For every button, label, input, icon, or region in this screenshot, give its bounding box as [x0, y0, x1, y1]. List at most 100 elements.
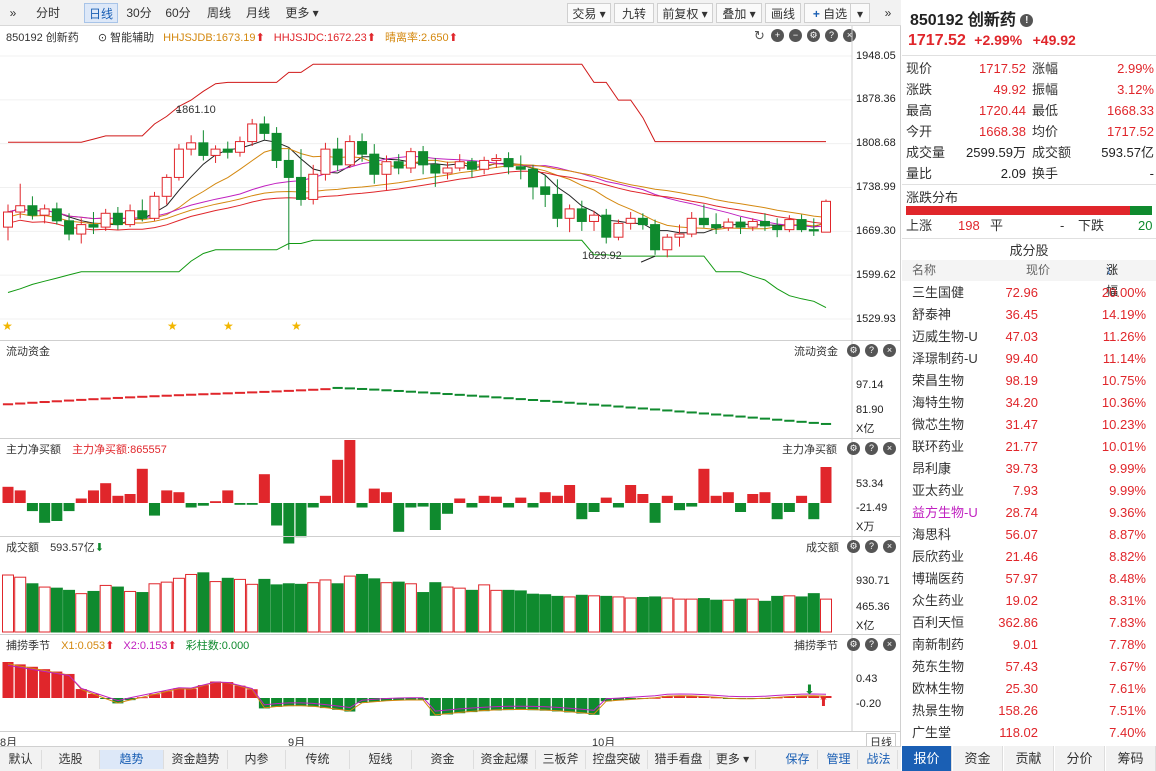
help-icon[interactable]: ?	[865, 344, 878, 357]
volume-bar	[429, 582, 442, 633]
tab-price-dist[interactable]: 分价	[1055, 746, 1105, 771]
zoom-out-icon[interactable]: −	[789, 29, 802, 42]
chart-canvas[interactable]	[0, 26, 901, 746]
tab-contribution[interactable]: 贡献	[1004, 746, 1054, 771]
high-label: 1861.10	[176, 104, 216, 116]
settings-icon[interactable]: ⚙	[847, 442, 860, 455]
netbuy-bar	[2, 486, 14, 503]
tab-traditional[interactable]: 传统	[286, 750, 350, 769]
stock-row[interactable]: 微芯生物 31.47 10.23%	[906, 414, 1154, 436]
collapse-icon[interactable]: »	[9, 6, 17, 20]
tab-intraday[interactable]: 分时	[35, 6, 60, 20]
tab-capital[interactable]: 资金	[953, 746, 1003, 771]
season-controls: ⚙? ×	[842, 638, 896, 652]
tab-capital[interactable]: 资金	[412, 750, 474, 769]
close-icon[interactable]: ×	[843, 29, 856, 42]
settings-icon[interactable]: ⚙	[847, 540, 860, 553]
tab-60min[interactable]: 60分	[165, 6, 191, 20]
season-bar	[319, 698, 331, 709]
stock-row[interactable]: 热景生物 158.26 7.51%	[906, 700, 1154, 722]
manage-button[interactable]: 管理	[820, 750, 858, 769]
stat-value: 49.92	[993, 82, 1026, 97]
trade-button[interactable]: 交易 ▾	[567, 3, 611, 23]
tab-more-indicators[interactable]: 更多 ▾	[710, 750, 756, 769]
assist-toggle[interactable]: ⊙ 智能辅助	[98, 32, 154, 44]
volume-bar	[783, 595, 796, 633]
col-name[interactable]: 名称	[912, 263, 937, 277]
candle-body	[39, 208, 50, 216]
stock-row[interactable]: 苑东生物 57.43 7.67%	[906, 656, 1154, 678]
adjust-button[interactable]: 前复权 ▾	[657, 3, 713, 23]
tab-three-axes[interactable]: 三板斧	[536, 750, 586, 769]
tab-daily[interactable]: 日线	[84, 3, 118, 23]
stock-row[interactable]: 博瑞医药 57.97 8.48%	[906, 568, 1154, 590]
expand-icon[interactable]: »	[884, 6, 892, 20]
tab-trend[interactable]: 趋势	[100, 750, 164, 769]
col-price[interactable]: 现价	[1026, 263, 1051, 277]
stock-row[interactable]: 辰欣药业 21.46 8.82%	[906, 546, 1154, 568]
tab-capital-burst[interactable]: 资金起爆	[474, 750, 536, 769]
close-icon[interactable]: ×	[883, 638, 896, 651]
stock-row[interactable]: 荣昌生物 98.19 10.75%	[906, 370, 1154, 392]
save-button[interactable]: 保存	[778, 750, 818, 769]
stock-row[interactable]: 海思科 56.07 8.87%	[906, 524, 1154, 546]
close-icon[interactable]: ×	[883, 344, 896, 357]
stock-row[interactable]: 联环药业 21.77 10.01%	[906, 436, 1154, 458]
stock-row[interactable]: 昂利康 39.73 9.99%	[906, 458, 1154, 480]
help-icon[interactable]: ?	[865, 638, 878, 651]
stock-row[interactable]: 南新制药 9.01 7.78%	[906, 634, 1154, 656]
stock-name: 辰欣药业	[912, 549, 965, 564]
divider	[0, 634, 901, 635]
stock-row[interactable]: 舒泰神 36.45 14.19%	[906, 304, 1154, 326]
jiuzhuan-button[interactable]: 九转	[614, 3, 654, 23]
indicator-deviation-value: 晴离率:2.650	[385, 32, 449, 44]
help-icon[interactable]: ?	[825, 29, 838, 42]
stock-row[interactable]: 益方生物-U 28.74 9.36%	[906, 502, 1154, 524]
tab-short-term[interactable]: 短线	[350, 750, 412, 769]
info-icon[interactable]: !	[1020, 14, 1034, 28]
settings-icon[interactable]: ⚙	[847, 344, 860, 357]
stock-row[interactable]: 海特生物 34.20 10.36%	[906, 392, 1154, 414]
overlay-button[interactable]: 叠加 ▾	[716, 3, 762, 23]
tab-quote[interactable]: 报价	[902, 746, 952, 771]
strategy-button[interactable]: 战法	[860, 750, 898, 769]
candle-body	[821, 200, 831, 233]
stock-row[interactable]: 亚太药业 7.93 9.99%	[906, 480, 1154, 502]
candle-body	[393, 161, 404, 169]
stock-row[interactable]: 百利天恒 362.86 7.83%	[906, 612, 1154, 634]
tab-stock-select[interactable]: 选股	[42, 750, 100, 769]
stock-row[interactable]: 广生堂 118.02 7.40%	[906, 722, 1154, 744]
quote-title: 850192 创新药 !	[910, 6, 1034, 30]
help-icon[interactable]: ?	[865, 540, 878, 553]
tab-control-break[interactable]: 控盘突破	[586, 750, 648, 769]
tab-fund-trend[interactable]: 资金趋势	[164, 750, 228, 769]
close-icon[interactable]: ×	[883, 540, 896, 553]
stock-row[interactable]: 三生国健 72.96 20.00%	[906, 282, 1154, 304]
tab-hunter-view[interactable]: 猎手看盘	[648, 750, 710, 769]
tab-monthly[interactable]: 月线	[245, 6, 270, 20]
tab-insider[interactable]: 内参	[228, 750, 286, 769]
help-icon[interactable]: ?	[865, 442, 878, 455]
tab-more[interactable]: 更多 ▾	[285, 6, 319, 20]
settings-icon[interactable]: ⚙	[847, 638, 860, 651]
tab-chips[interactable]: 筹码	[1106, 746, 1156, 771]
volume-bar	[392, 581, 405, 633]
tab-weekly[interactable]: 周线	[206, 6, 231, 20]
netbuy-bar	[344, 440, 356, 503]
tab-30min[interactable]: 30分	[126, 6, 152, 20]
flow-tick: 81.90	[856, 404, 884, 416]
settings-icon[interactable]: ⚙	[807, 29, 820, 42]
watchlist-button[interactable]: + 自选	[804, 3, 856, 23]
tab-default[interactable]: 默认	[0, 750, 42, 769]
close-icon[interactable]: ×	[883, 442, 896, 455]
draw-button[interactable]: 画线	[765, 3, 801, 23]
stock-row[interactable]: 欧林生物 25.30 7.61%	[906, 678, 1154, 700]
season-bar	[380, 698, 392, 701]
stock-row[interactable]: 泽璟制药-U 99.40 11.14%	[906, 348, 1154, 370]
stock-row[interactable]: 众生药业 19.02 8.31%	[906, 590, 1154, 612]
refresh-icon[interactable]: ↻	[754, 28, 765, 43]
stock-row[interactable]: 迈威生物-U 47.03 11.26%	[906, 326, 1154, 348]
stat-label: 最低	[1032, 103, 1059, 118]
watchlist-dropdown-icon[interactable]: ▾	[850, 3, 870, 23]
zoom-in-icon[interactable]: +	[771, 29, 784, 42]
